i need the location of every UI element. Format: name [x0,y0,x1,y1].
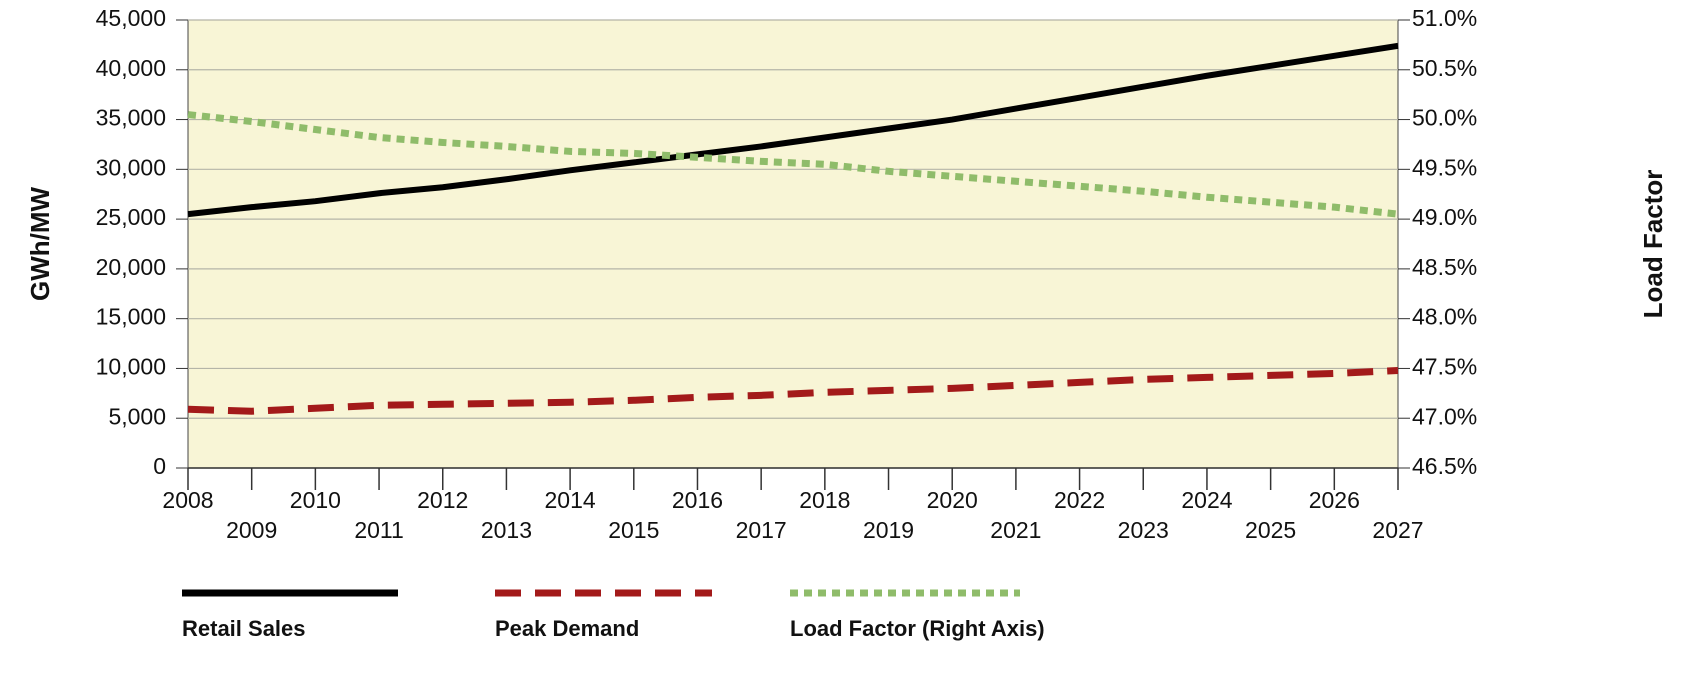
x-tick-label: 2022 [1054,487,1105,513]
y-tick-label: 0 [153,453,166,479]
y2-tick-label: 46.5% [1412,453,1477,479]
x-tick-label: 2009 [226,517,277,543]
series-line [187,366,1399,415]
y2-tick-label: 47.0% [1412,403,1477,429]
y-tick-label: 40,000 [96,55,166,81]
x-tick-label: 2019 [863,517,914,543]
x-tick-label: 2024 [1181,487,1232,513]
x-tick-label: 2027 [1372,517,1423,543]
x-tick-label: 2010 [290,487,341,513]
y-tick-label: 35,000 [96,105,166,131]
y2-tick-label: 49.0% [1412,204,1477,230]
y-tick-label: 20,000 [96,254,166,280]
y-tick-label: 15,000 [96,304,166,330]
y2-tick-label: 49.5% [1412,154,1477,180]
x-tick-label: 2015 [608,517,659,543]
y-axis-title: GWh/MW [25,187,55,302]
y-tick-label: 45,000 [96,5,166,31]
y-tick-label: 30,000 [96,154,166,180]
x-tick-label: 2011 [354,517,403,543]
y-tick-label: 25,000 [96,204,166,230]
x-tick-label: 2021 [990,517,1041,543]
y2-tick-label: 50.5% [1412,55,1477,81]
x-tick-label: 2016 [672,487,723,513]
y-tick-label: 5,000 [108,403,166,429]
y2-tick-label: 48.5% [1412,254,1477,280]
x-tick-label: 2020 [927,487,978,513]
x-tick-label: 2017 [736,517,787,543]
x-tick-label: 2023 [1118,517,1169,543]
x-tick-label: 2025 [1245,517,1296,543]
y2-tick-label: 50.0% [1412,105,1477,131]
plot-area [187,19,1399,469]
y-tick-label: 10,000 [96,354,166,380]
x-tick-label: 2026 [1309,487,1360,513]
series-line [187,42,1399,218]
y2-tick-label: 47.5% [1412,354,1477,380]
x-tick-label: 2018 [799,487,850,513]
y2-tick-label: 48.0% [1412,304,1477,330]
series-line [187,111,1399,218]
legend-label: Peak Demand [495,616,639,641]
x-tick-label: 2014 [545,487,596,513]
x-tick-label: 2013 [481,517,532,543]
x-tick-label: 2012 [417,487,468,513]
y2-tick-label: 51.0% [1412,5,1477,31]
x-tick-label: 2008 [162,487,213,513]
y2-axis-title: Load Factor [1638,170,1668,319]
legend-label: Retail Sales [182,616,306,641]
legend-label: Load Factor (Right Axis) [790,616,1045,641]
